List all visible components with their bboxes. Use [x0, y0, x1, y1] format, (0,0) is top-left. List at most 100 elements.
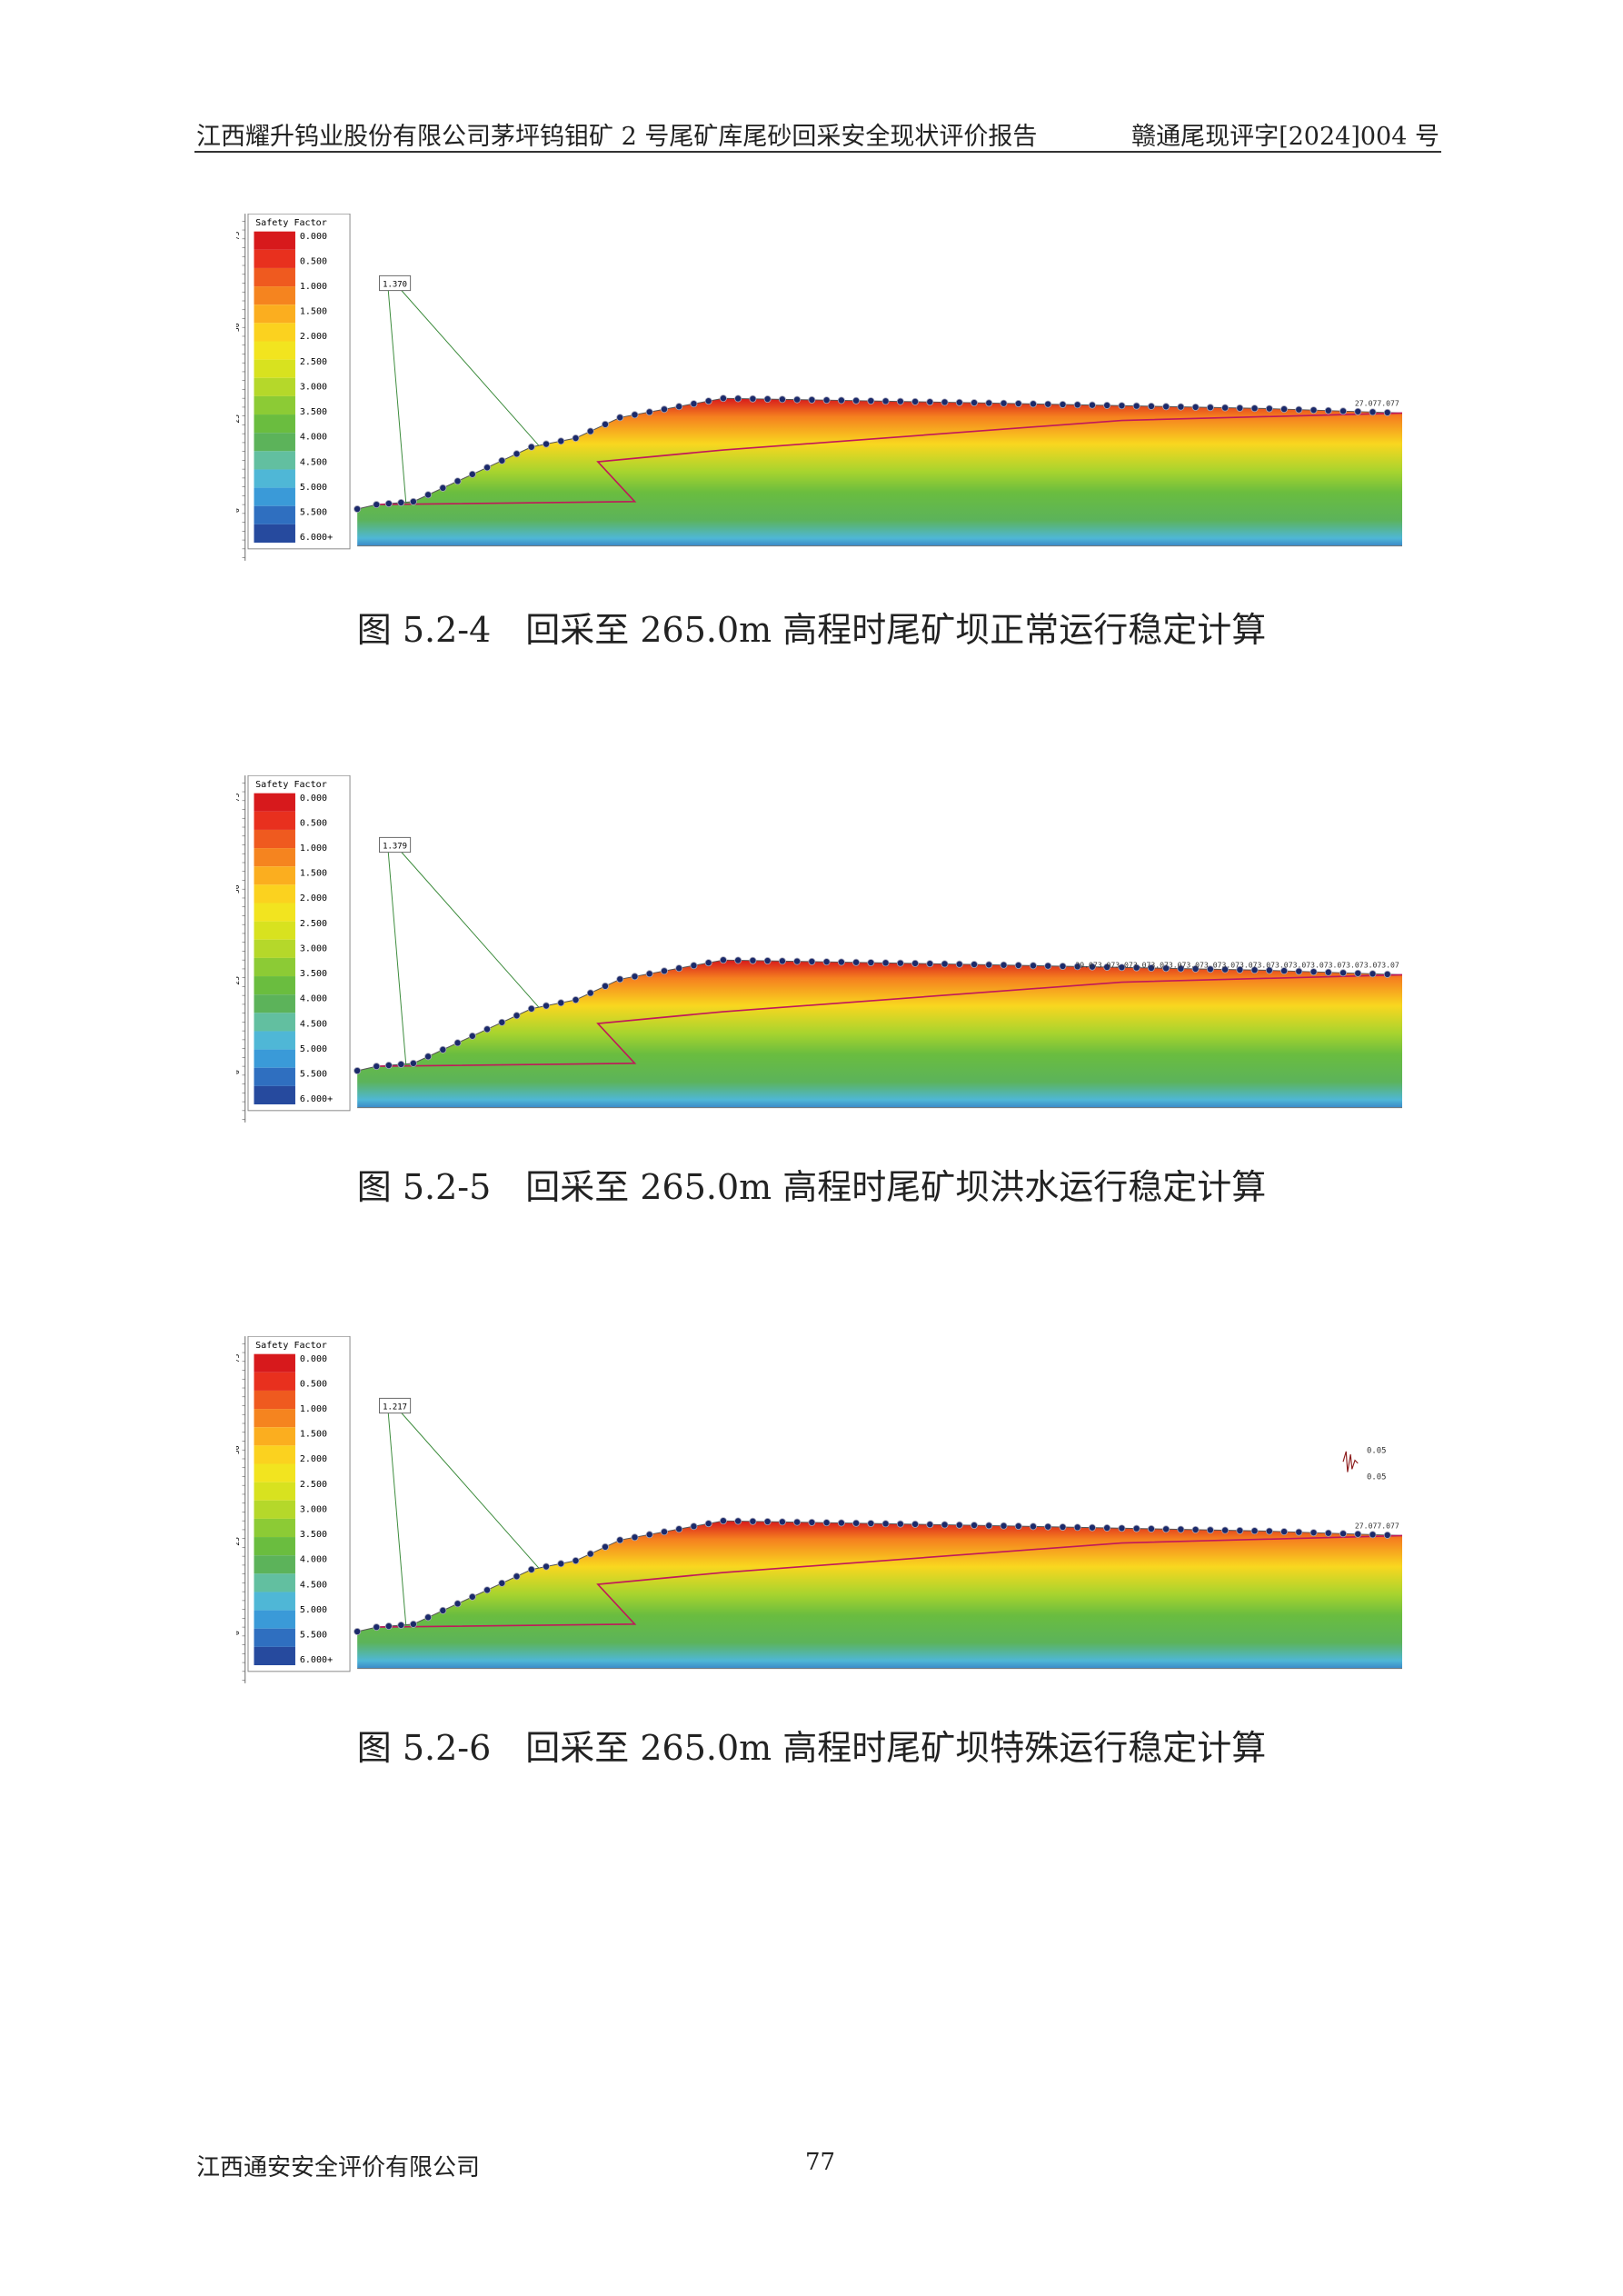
axis-tick-label: 0	[236, 1070, 241, 1074]
slope-body	[357, 960, 1402, 1108]
node	[1221, 404, 1230, 412]
node	[1162, 403, 1170, 411]
legend-label: 1.000	[300, 282, 327, 292]
factor-box	[379, 1397, 412, 1414]
legend-label: 4.500	[300, 457, 327, 467]
legend-swatch	[254, 811, 295, 830]
legend-label: 6.000+	[300, 1094, 333, 1104]
legend-swatch	[254, 957, 295, 977]
node	[645, 970, 653, 978]
legend-swatch	[254, 903, 295, 922]
legend-label: 3.500	[300, 407, 327, 417]
legend-swatch	[254, 1555, 295, 1574]
node	[734, 394, 742, 403]
legend-label: 2.500	[300, 357, 327, 367]
node	[941, 398, 949, 406]
node	[602, 420, 609, 428]
node	[373, 1623, 381, 1632]
node	[793, 1518, 802, 1526]
node	[793, 957, 802, 965]
legend-swatch	[254, 1500, 295, 1519]
factor-box	[379, 836, 412, 854]
node	[911, 959, 920, 967]
node	[602, 1542, 609, 1551]
node	[1088, 1523, 1096, 1532]
node	[1162, 1525, 1170, 1533]
node	[1132, 963, 1140, 972]
legend-swatch	[254, 267, 295, 287]
node	[955, 960, 963, 968]
node	[763, 957, 772, 965]
legend-label: 6.000+	[300, 1655, 333, 1665]
node	[353, 1628, 362, 1635]
axis-tick-label: 25	[236, 414, 241, 424]
axis-tick-label: 25	[236, 1537, 241, 1546]
node	[1369, 970, 1377, 978]
node	[719, 394, 727, 403]
node	[1177, 403, 1185, 411]
node	[1339, 1530, 1348, 1538]
node	[1265, 1527, 1273, 1535]
legend-label: 1.000	[300, 1404, 327, 1414]
node	[453, 1039, 462, 1047]
legend-swatch	[254, 848, 295, 867]
node	[1265, 404, 1273, 413]
node	[1250, 404, 1259, 413]
node	[572, 996, 580, 1004]
node	[749, 1517, 757, 1525]
node	[397, 1060, 405, 1068]
node	[483, 464, 492, 472]
legend-title: Safety Factor	[255, 218, 327, 228]
node	[1103, 1523, 1111, 1532]
node	[660, 405, 668, 414]
legend-swatch	[254, 1372, 295, 1391]
edge-label: 29.073.073.073.073.073.073.073.073.073.0…	[1075, 960, 1399, 969]
legend-swatch	[254, 1628, 295, 1647]
slip-line	[387, 290, 407, 504]
node	[468, 470, 476, 478]
node	[852, 958, 861, 966]
seismic-icon	[1342, 1451, 1359, 1472]
legend-swatch	[254, 1031, 295, 1050]
node	[1177, 1525, 1185, 1533]
node	[543, 440, 551, 448]
node	[453, 477, 462, 485]
node	[527, 1004, 535, 1013]
factor-box	[379, 275, 412, 292]
node	[1221, 1526, 1230, 1534]
node	[483, 1586, 492, 1594]
node	[557, 437, 565, 445]
node	[572, 1557, 580, 1565]
axis-tick-label: 75	[236, 232, 241, 241]
node	[1132, 1524, 1140, 1532]
node	[822, 396, 831, 404]
node	[468, 1592, 476, 1601]
node	[1236, 404, 1244, 412]
node	[852, 1519, 861, 1527]
node	[837, 396, 845, 404]
legend-label: 2.500	[300, 1480, 327, 1490]
node	[1088, 401, 1096, 409]
legend-swatch	[254, 1573, 295, 1592]
slope-body	[357, 1521, 1402, 1669]
legend-swatch	[254, 1482, 295, 1501]
node	[513, 1012, 521, 1020]
node	[675, 964, 683, 973]
node	[1000, 399, 1008, 407]
legend-swatch	[254, 921, 295, 940]
node	[1280, 967, 1289, 975]
node	[1206, 404, 1214, 412]
axis-tick-label: 50	[236, 323, 241, 332]
legend-label: 2.000	[300, 893, 327, 903]
node	[675, 1525, 683, 1533]
legend-swatch	[254, 1427, 295, 1446]
slope-body	[357, 398, 1402, 546]
seismic-label: 0.05	[1367, 1473, 1387, 1482]
node	[881, 1520, 890, 1528]
node	[645, 408, 653, 416]
node	[409, 1059, 417, 1067]
node	[837, 1519, 845, 1527]
node	[690, 1522, 698, 1531]
legend-swatch	[254, 1353, 295, 1373]
node	[867, 959, 875, 967]
